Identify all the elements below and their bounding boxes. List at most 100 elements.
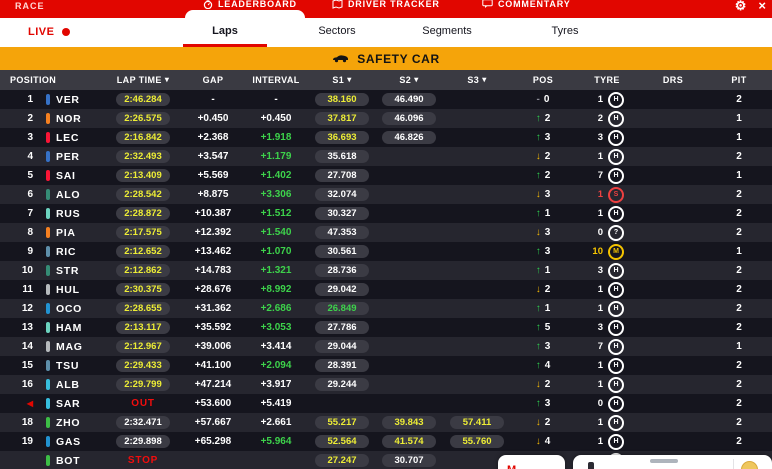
driver-code: SAI — [56, 169, 76, 182]
table-row[interactable]: 15 TSU 2:29.433 +41.100 +2.094 28.391 ↑ 4… — [0, 356, 772, 375]
sector1-time: 36.693 — [308, 131, 376, 144]
table-row[interactable]: 11 HUL 2:30.375 +28.676 +8.992 29.042 ↓ 2… — [0, 280, 772, 299]
lap-time: 2:29.433 — [104, 359, 182, 372]
team-color-bar — [46, 341, 50, 352]
sector1-time: 37.817 — [308, 112, 376, 125]
tyre-compound-icon: H — [608, 91, 624, 108]
position-change: ↑ 3 — [535, 398, 551, 409]
team-color-bar — [46, 227, 50, 238]
bottom-popup-left[interactable]: M — [498, 455, 565, 469]
team-color-bar — [46, 94, 50, 105]
lap-time: 2:12.652 — [104, 245, 182, 258]
gap-value: +31.362 — [194, 303, 232, 314]
pit-count: 2 — [736, 208, 742, 219]
interval-value: +1.402 — [260, 170, 292, 181]
table-row[interactable]: 13 HAM 2:13.117 +35.592 +3.053 27.786 ↑ 5… — [0, 318, 772, 337]
tyre-compound-icon: H — [608, 167, 624, 184]
up-arrow-icon: ↑ — [535, 265, 541, 276]
table-row[interactable]: 19 GAS 2:29.898 +65.298 +5.964 52.564 41… — [0, 432, 772, 451]
tab-laps[interactable]: Laps — [212, 25, 238, 37]
up-arrow-icon: ↑ — [535, 246, 541, 257]
table-row[interactable]: 8 PIA 2:17.575 +12.392 +1.540 47.353 ↓ 3 … — [0, 223, 772, 242]
tab-sectors[interactable]: Sectors — [318, 25, 356, 37]
table-row[interactable]: 3 LEC 2:16.842 +2.368 +1.918 36.693 46.8… — [0, 128, 772, 147]
pit-count: 2 — [736, 398, 742, 409]
tab-commentary[interactable]: COMMENTARY — [482, 0, 571, 9]
tyre-compound-icon: M — [608, 243, 624, 260]
team-color-bar — [46, 113, 50, 124]
col-pit: PIT — [731, 75, 747, 85]
position-number: 8 — [27, 227, 33, 238]
col-s2[interactable]: S2 ▾ — [399, 75, 419, 85]
gap-value: +12.392 — [194, 227, 232, 238]
team-color-bar — [46, 189, 50, 200]
gear-icon[interactable]: ⚙ — [734, 0, 747, 13]
down-arrow-icon: ↓ — [535, 284, 541, 295]
table-row[interactable]: 6 ALO 2:28.542 +8.875 +3.306 32.074 ↓ 3 1… — [0, 185, 772, 204]
table-row[interactable]: 16 ALB 2:29.799 +47.214 +3.917 29.244 ↓ 2… — [0, 375, 772, 394]
pit-count: 2 — [736, 360, 742, 371]
sector1-time: 38.160 — [308, 93, 376, 106]
position-number: 2 — [27, 113, 33, 124]
sector1-time: 32.074 — [308, 188, 376, 201]
col-lap-time[interactable]: LAP TIME ▾ — [116, 75, 170, 85]
table-row[interactable]: 12 OCO 2:28.655 +31.362 +2.686 26.849 ↑ 1… — [0, 299, 772, 318]
chevron-down-icon: ▾ — [414, 75, 419, 84]
driver-code: MAG — [56, 340, 83, 353]
position-change: ↓ 2 — [535, 379, 551, 390]
table-row[interactable]: 7 RUS 2:28.872 +10.387 +1.512 30.327 ↑ 1 … — [0, 204, 772, 223]
tab-tyres[interactable]: Tyres — [551, 25, 579, 37]
table-row[interactable]: 18 ZHO 2:32.471 +57.667 +2.661 55.217 39… — [0, 413, 772, 432]
position-number: 10 — [21, 265, 33, 276]
tab-leaderboard[interactable]: LEADERBOARD — [203, 0, 297, 9]
tyre-compound-icon: H — [608, 376, 624, 393]
up-arrow-icon: ↑ — [535, 341, 541, 352]
tab-segments[interactable]: Segments — [422, 25, 472, 37]
position-change: ↑ 5 — [535, 322, 551, 333]
drag-handle[interactable] — [650, 459, 678, 463]
table-row[interactable]: 10 STR 2:12.862 +14.783 +1.321 28.736 ↑ 1… — [0, 261, 772, 280]
position-change: ↑ 3 — [535, 132, 551, 143]
lap-time: OUT — [131, 398, 155, 409]
table-row[interactable]: 9 RIC 2:12.652 +13.462 +1.070 30.561 ↑ 3 … — [0, 242, 772, 261]
position-change: ↑ 3 — [535, 246, 551, 257]
col-s1[interactable]: S1 ▾ — [332, 75, 352, 85]
driver-code: RIC — [56, 245, 77, 258]
position-change: ↑ 2 — [535, 170, 551, 181]
col-s3[interactable]: S3 ▾ — [467, 75, 487, 85]
close-icon[interactable]: × — [758, 0, 766, 13]
position-change: ↓ 3 — [535, 227, 551, 238]
position-change: ↑ 2 — [535, 113, 551, 124]
tab-driver-tracker-label: DRIVER TRACKER — [348, 0, 440, 9]
sector1-time: 27.247 — [308, 454, 376, 467]
lap-time: 2:30.375 — [104, 283, 182, 296]
bottom-popup-right[interactable] — [573, 455, 772, 469]
driver-code: STR — [56, 264, 80, 277]
down-arrow-icon: ↓ — [535, 379, 541, 390]
position-number: 19 — [21, 436, 33, 447]
dark-glyph — [588, 462, 594, 469]
safety-car-banner: SAFETY CAR — [0, 47, 772, 70]
table-row[interactable]: 4 PER 2:32.493 +3.547 +1.179 35.618 ↓ 2 1… — [0, 147, 772, 166]
position-change: ↑ 1 — [535, 208, 551, 219]
pit-count: 2 — [736, 189, 742, 200]
interval-value: - — [274, 94, 278, 105]
tab-driver-tracker[interactable]: DRIVER TRACKER — [332, 0, 440, 9]
lap-time: 2:28.542 — [104, 188, 182, 201]
down-arrow-icon: ↓ — [535, 189, 541, 200]
stopwatch-icon — [203, 0, 213, 9]
down-arrow-icon: ↓ — [535, 227, 541, 238]
team-color-bar — [46, 284, 50, 295]
gap-value: +57.667 — [194, 417, 232, 428]
pit-count: 2 — [736, 417, 742, 428]
table-row[interactable]: 14 MAG 2:12.967 +39.006 +3.414 29.044 ↑ 3… — [0, 337, 772, 356]
interval-value: +1.540 — [260, 227, 292, 238]
col-pos: POS — [532, 75, 554, 85]
table-row[interactable]: 5 SAI 2:13.409 +5.569 +1.402 27.708 ↑ 2 7… — [0, 166, 772, 185]
pit-count: 2 — [736, 151, 742, 162]
table-row[interactable]: 2 NOR 2:26.575 +0.450 +0.450 37.817 46.0… — [0, 109, 772, 128]
driver-code: GAS — [56, 435, 81, 448]
